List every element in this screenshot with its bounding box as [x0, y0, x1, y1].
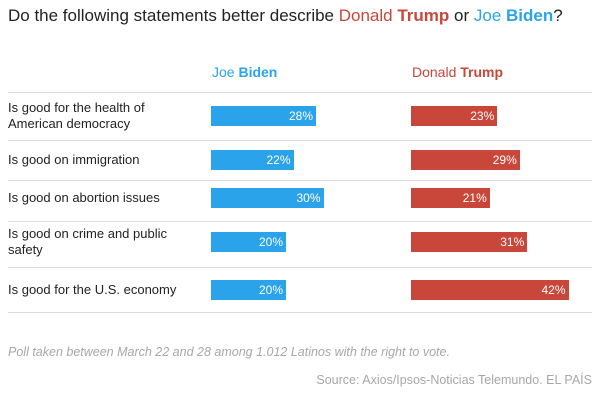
poll-note: Poll taken between March 22 and 28 among… — [8, 345, 450, 359]
title-prefix: Do the following statements better descr… — [8, 6, 339, 25]
row-divider — [8, 267, 592, 268]
legend-trump-first: Donald — [412, 64, 461, 80]
category-label: Is good on immigration — [8, 152, 140, 167]
biden-bar-value: 30% — [296, 191, 321, 205]
category-label: Is good for the health of American democ… — [8, 100, 145, 131]
chart-title: Do the following statements better descr… — [8, 6, 563, 26]
title-suffix: ? — [553, 6, 563, 25]
biden-bar — [211, 188, 324, 208]
title-biden-last: Biden — [506, 6, 554, 25]
biden-bar-value: 22% — [266, 153, 291, 167]
trump-bar — [411, 280, 569, 300]
trump-bar — [411, 106, 498, 126]
trump-bar-value: 31% — [500, 235, 525, 249]
chart-rows: Is good for the health of American democ… — [8, 92, 592, 313]
trump-bar-value: 23% — [470, 109, 495, 123]
trump-bar-value: 29% — [492, 153, 517, 167]
legend-biden-last: Biden — [238, 64, 278, 80]
title-biden: Joe Biden — [474, 6, 553, 25]
biden-bar-value: 20% — [258, 235, 283, 249]
trump-bar-value: 42% — [541, 283, 566, 297]
biden-bar-value: 28% — [288, 109, 313, 123]
legend-biden-first: Joe — [212, 64, 239, 80]
row-divider — [8, 180, 592, 181]
title-trump: Donald Trump — [339, 6, 450, 25]
legend-trump-last: Trump — [460, 64, 504, 80]
title-middle: or — [449, 6, 474, 25]
category-label: Is good for the U.S. economy — [8, 282, 177, 297]
trump-bar — [411, 232, 528, 252]
biden-bar-value: 20% — [258, 283, 283, 297]
category-label: Is good on crime and public safety — [8, 226, 167, 257]
trump-bar — [411, 188, 490, 208]
biden-bar — [211, 280, 286, 300]
trump-bar — [411, 150, 520, 170]
row-divider — [8, 140, 592, 141]
row-divider — [8, 312, 592, 313]
biden-bar — [211, 232, 286, 252]
row-divider — [8, 92, 592, 93]
title-trump-last: Trump — [397, 6, 450, 25]
legend-biden: Joe Biden — [212, 64, 277, 80]
trump-bar-value: 21% — [462, 191, 487, 205]
category-label: Is good on abortion issues — [8, 190, 160, 205]
title-trump-first: Donald — [338, 6, 398, 25]
legend-trump: Donald Trump — [412, 64, 503, 80]
row-divider — [8, 221, 592, 222]
title-biden-first: Joe — [473, 6, 506, 25]
source-credit: Source: Axios/Ipsos-Noticias Telemundo. … — [316, 373, 592, 387]
biden-bar — [211, 150, 294, 170]
biden-bar — [211, 106, 316, 126]
